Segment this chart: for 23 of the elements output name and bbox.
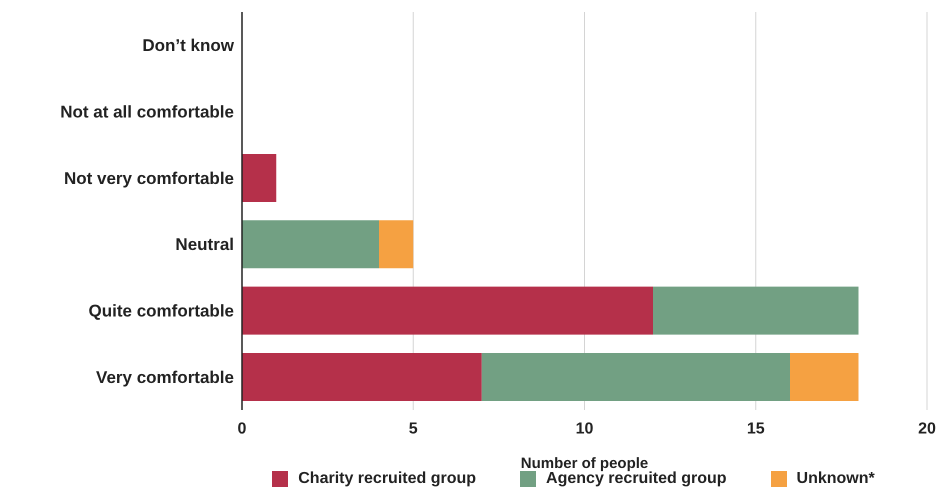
y-tick-label: Very comfortable xyxy=(96,368,234,387)
bar xyxy=(790,352,858,401)
x-tick-label: 20 xyxy=(918,420,936,438)
y-tick-label: Not very comfortable xyxy=(64,168,234,188)
bar xyxy=(653,286,858,335)
x-tick-label: 10 xyxy=(576,420,594,438)
y-tick-label: Quite comfortable xyxy=(88,302,234,321)
x-tick-label: 15 xyxy=(746,420,765,438)
y-tick-label: Neutral xyxy=(175,235,234,254)
bar xyxy=(242,154,276,202)
x-tick-label: 5 xyxy=(408,420,418,438)
y-tick-label: Not at all comfortable xyxy=(60,102,234,122)
legend-label: Unknown* xyxy=(796,470,875,488)
legend-label: Charity recruited group xyxy=(297,470,476,488)
bar xyxy=(379,220,414,268)
legend-label: Agency recruited group xyxy=(545,470,727,488)
bar xyxy=(482,352,790,401)
y-tick-label: Don’t know xyxy=(142,36,235,56)
x-tick-label: 0 xyxy=(238,420,247,438)
bar xyxy=(242,286,653,335)
bar xyxy=(242,220,379,268)
bar xyxy=(242,352,482,401)
x-axis-title: Number of people xyxy=(520,455,648,472)
